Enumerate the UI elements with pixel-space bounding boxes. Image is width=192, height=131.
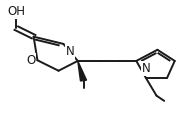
Text: N: N — [66, 45, 74, 58]
Text: N: N — [142, 62, 150, 75]
Text: OH: OH — [7, 5, 25, 18]
Text: O: O — [26, 54, 36, 67]
Polygon shape — [78, 61, 87, 81]
